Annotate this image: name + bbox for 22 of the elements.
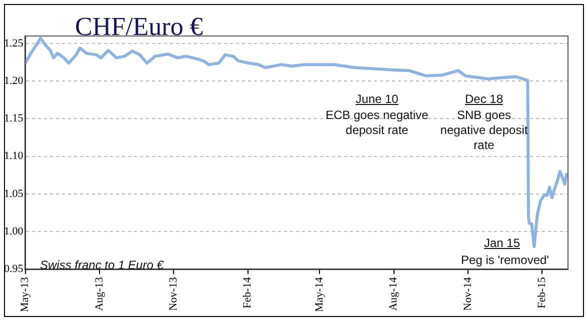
- y-tick-label: 1.25: [4, 37, 24, 50]
- annotation: Jan 15: [484, 236, 520, 251]
- x-tick-label: Feb-15: [536, 276, 548, 308]
- x-tick-label: May-13: [19, 276, 32, 312]
- y-tick-label: 1.00: [4, 225, 24, 238]
- y-tick-label: 1.05: [4, 188, 24, 200]
- y-tick-label: 1.10: [4, 150, 24, 162]
- annotation: ECB goes negative deposit rate: [324, 108, 430, 138]
- x-tick-label: Nov-14: [462, 276, 474, 311]
- x-tick-label: May-14: [314, 276, 326, 312]
- chart-title: CHF/Euro €: [75, 12, 203, 42]
- y-tick-label: 1.20: [4, 75, 24, 88]
- annotation: Dec 18: [464, 92, 504, 107]
- annotation: June 10: [356, 92, 398, 107]
- annotation: Swiss franc to 1 Euro €: [40, 258, 164, 273]
- x-tick-label: Aug-14: [388, 276, 400, 311]
- x-tick-label: Aug-13: [93, 276, 106, 311]
- x-tick-label: Feb-14: [242, 276, 254, 308]
- annotation: Peg is 'removed': [461, 253, 549, 268]
- y-tick-label: 1.15: [4, 112, 24, 125]
- x-tick-label: Nov-13: [168, 276, 180, 311]
- annotation: SNB goes negative deposit rate: [439, 108, 529, 153]
